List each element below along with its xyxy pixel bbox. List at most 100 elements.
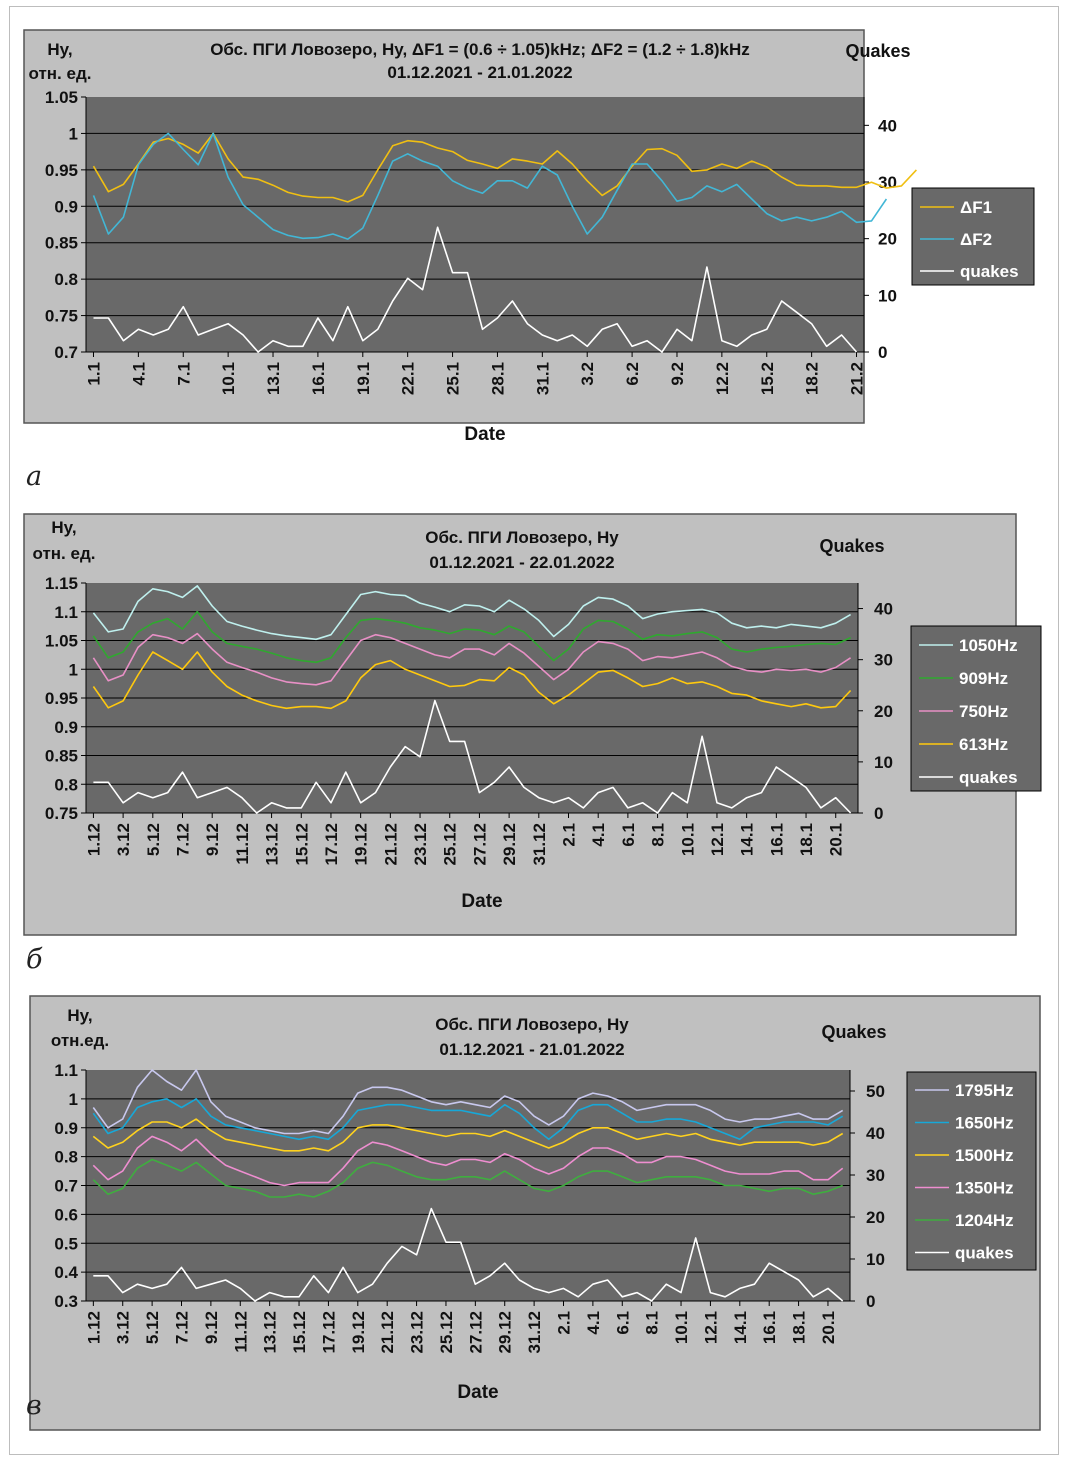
x-tick-label: 12.2 bbox=[713, 362, 732, 395]
series-line-750hz bbox=[92, 632, 852, 686]
left-tick-label: 1.1 bbox=[54, 1061, 78, 1080]
left-tick-label: 1 bbox=[69, 1090, 78, 1109]
x-tick-label: 29.12 bbox=[500, 823, 519, 866]
right-tick-label: 50 bbox=[866, 1082, 885, 1101]
x-tick-label: 6.1 bbox=[613, 1311, 632, 1335]
x-tick-label: 22.1 bbox=[399, 362, 418, 395]
x-tick-label: 23.12 bbox=[411, 823, 430, 866]
legend-label: quakes bbox=[960, 262, 1019, 281]
x-tick-label: 16.1 bbox=[767, 823, 786, 856]
x-tick-label: 15.12 bbox=[292, 823, 311, 866]
legend-label: 1204Hz bbox=[955, 1211, 1014, 1230]
x-tick-label: 17.12 bbox=[319, 1311, 338, 1354]
x-tick-label: 12.1 bbox=[701, 1311, 720, 1344]
x-tick-label: 25.12 bbox=[441, 823, 460, 866]
x-tick-label: 17.12 bbox=[322, 823, 341, 866]
series-line-1204hz bbox=[92, 1158, 843, 1198]
x-tick-label: 1.12 bbox=[84, 1311, 103, 1344]
x-tick-label: 15.12 bbox=[290, 1311, 309, 1354]
legend-box bbox=[911, 187, 1035, 286]
chart-date-range: 01.12.2021 - 21.01.2022 bbox=[387, 63, 572, 82]
x-tick-label: 1.12 bbox=[84, 823, 103, 856]
x-tick-label: 14.1 bbox=[731, 1311, 750, 1344]
right-tick-label: 10 bbox=[874, 753, 893, 772]
left-axis-unit-line2: отн. ед. bbox=[29, 64, 92, 83]
right-tick-label: 20 bbox=[878, 230, 897, 249]
left-tick-label: 1 bbox=[69, 660, 78, 679]
x-tick-label: 16.1 bbox=[309, 362, 328, 395]
legend-label: 1050Hz bbox=[959, 636, 1018, 655]
x-tick-label: 20.1 bbox=[819, 1311, 838, 1344]
x-tick-label: 31.1 bbox=[533, 362, 552, 395]
left-axis-unit-line2: отн.ед. bbox=[51, 1031, 109, 1050]
chart-title: Обс. ПГИ Ловозеро, Hy, ΔF1 = (0.6 ÷ 1.05… bbox=[210, 40, 750, 59]
series-line-quakes bbox=[93, 699, 852, 814]
x-tick-label: 20.1 bbox=[827, 823, 846, 856]
legend-label: quakes bbox=[955, 1244, 1014, 1263]
x-tick-label: 1.1 bbox=[84, 362, 103, 386]
x-tick-label: 8.1 bbox=[649, 823, 668, 847]
right-tick-label: 10 bbox=[878, 286, 897, 305]
left-tick-label: 0.7 bbox=[54, 1177, 78, 1196]
x-tick-label: 16.1 bbox=[760, 1311, 779, 1344]
x-tick-label: 13.12 bbox=[261, 1311, 280, 1354]
x-tick-label: 27.12 bbox=[466, 1311, 485, 1354]
x-tick-label: 19.1 bbox=[354, 362, 373, 395]
x-axis-label: Date bbox=[461, 891, 502, 912]
left-tick-label: 0.7 bbox=[54, 343, 78, 362]
x-tick-label: 9.2 bbox=[668, 362, 687, 386]
right-tick-label: 30 bbox=[866, 1166, 885, 1185]
left-tick-label: 0.95 bbox=[45, 689, 78, 708]
series-line-f1 bbox=[92, 132, 917, 203]
legend-box bbox=[906, 1071, 1037, 1271]
series-line-613hz bbox=[92, 651, 852, 710]
panel-letter: а bbox=[26, 461, 42, 492]
series-line-quakes bbox=[93, 226, 858, 353]
chart-panel-3: 0.3 0.4 0.5 0.6 0.7 0.8 0.9 1 1.1 0 10 20 30 40 50 1.12… bbox=[29, 995, 1041, 1431]
legend-label: ΔF2 bbox=[960, 230, 992, 249]
x-tick-label: 11.12 bbox=[231, 1311, 250, 1353]
right-tick-label: 40 bbox=[874, 600, 893, 619]
series-line-1500hz bbox=[92, 1118, 844, 1152]
left-tick-label: 1.05 bbox=[45, 632, 78, 651]
chart-panel-2: 0.75 0.8 0.85 0.9 0.95 1 1.05 1.1 1.15 0 10 20 30 40 1… bbox=[23, 513, 1042, 936]
left-tick-label: 1 bbox=[69, 124, 78, 143]
right-tick-label: 20 bbox=[866, 1208, 885, 1227]
left-tick-label: 0.75 bbox=[45, 307, 78, 326]
left-tick-label: 0.9 bbox=[54, 718, 78, 737]
x-tick-label: 4.1 bbox=[129, 362, 148, 386]
legend-label: 1795Hz bbox=[955, 1081, 1014, 1100]
left-tick-label: 0.4 bbox=[54, 1263, 78, 1282]
x-tick-label: 18.2 bbox=[803, 362, 822, 395]
right-tick-label: 20 bbox=[874, 702, 893, 721]
series-line-1650hz bbox=[92, 1098, 844, 1141]
chart-date-range: 01.12.2021 - 21.01.2022 bbox=[439, 1040, 624, 1059]
x-tick-label: 25.1 bbox=[444, 362, 463, 395]
figure-frame bbox=[9, 6, 1059, 1455]
left-tick-label: 1.1 bbox=[54, 603, 78, 622]
x-tick-label: 18.1 bbox=[797, 823, 816, 856]
x-tick-label: 10.1 bbox=[678, 823, 697, 856]
chart-title: Обс. ПГИ Ловозеро, Hy bbox=[435, 1015, 629, 1034]
x-tick-label: 7.12 bbox=[173, 1311, 192, 1344]
x-tick-label: 5.12 bbox=[143, 1311, 162, 1344]
x-tick-label: 23.12 bbox=[408, 1311, 427, 1354]
x-tick-label: 3.12 bbox=[114, 823, 133, 856]
x-tick-label: 9.12 bbox=[202, 1311, 221, 1344]
x-tick-label: 4.1 bbox=[584, 1311, 603, 1335]
chart-date-range: 01.12.2021 - 22.01.2022 bbox=[429, 553, 614, 572]
left-tick-label: 0.8 bbox=[54, 775, 78, 794]
left-axis-unit-line2: отн. ед. bbox=[33, 544, 96, 563]
right-tick-label: 10 bbox=[866, 1250, 885, 1269]
x-tick-label: 21.12 bbox=[378, 1311, 397, 1354]
left-tick-label: 0.85 bbox=[45, 747, 78, 766]
left-tick-label: 0.75 bbox=[45, 804, 78, 823]
x-tick-label: 31.12 bbox=[525, 1311, 544, 1354]
series-line-quakes bbox=[93, 1207, 844, 1302]
left-tick-label: 0.3 bbox=[54, 1292, 78, 1311]
right-tick-label: 0 bbox=[878, 343, 887, 362]
legend-label: 1500Hz bbox=[955, 1146, 1014, 1165]
x-tick-label: 15.2 bbox=[758, 362, 777, 395]
right-tick-label: 30 bbox=[874, 651, 893, 670]
